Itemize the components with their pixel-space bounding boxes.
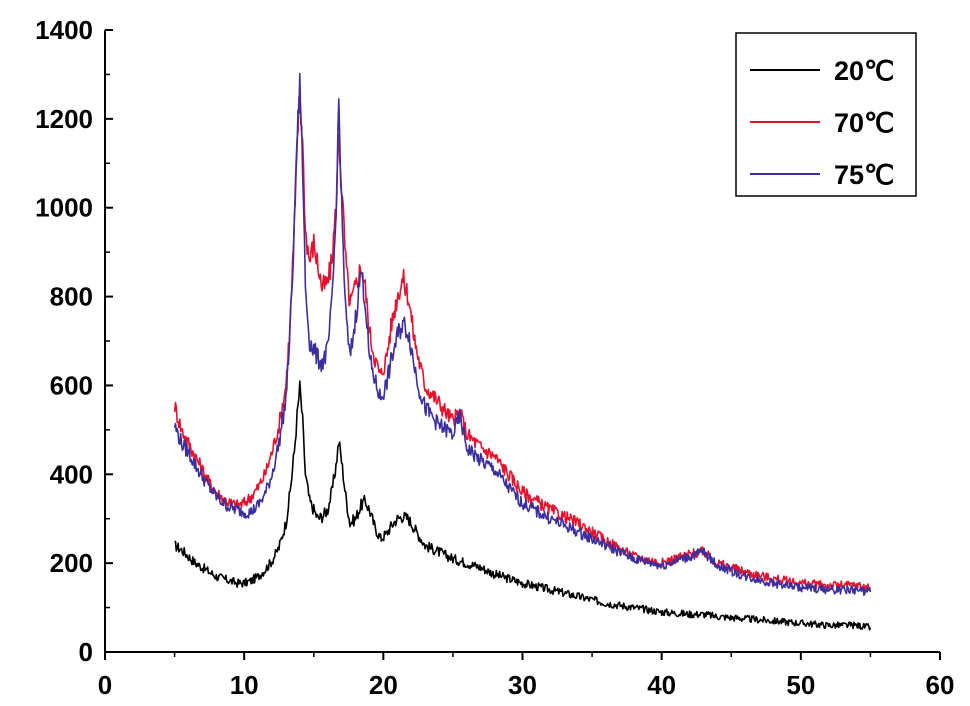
y-tick-label: 1400 <box>35 15 93 45</box>
y-tick-label: 0 <box>79 637 93 667</box>
x-tick-label: 30 <box>508 670 537 700</box>
x-tick-label: 50 <box>786 670 815 700</box>
y-tick-label: 1000 <box>35 193 93 223</box>
series-line-2 <box>173 72 872 597</box>
x-tick-label: 10 <box>230 670 259 700</box>
series-line-0 <box>174 380 872 631</box>
x-tick-label: 0 <box>98 670 112 700</box>
series-layer <box>173 72 872 631</box>
y-tick-label: 600 <box>50 370 93 400</box>
legend: 20℃ 70℃ 75℃ <box>735 32 917 197</box>
legend-box <box>735 32 917 197</box>
y-tick-label: 400 <box>50 459 93 489</box>
y-tick-label: 200 <box>50 548 93 578</box>
y-tick-label: 1200 <box>35 104 93 134</box>
y-tick-label: 800 <box>50 282 93 312</box>
legend-label-1: 70℃ <box>834 108 894 138</box>
x-tick-label: 40 <box>647 670 676 700</box>
legend-label-2: 75℃ <box>834 160 894 190</box>
legend-label-0: 20℃ <box>834 56 894 86</box>
x-tick-label: 20 <box>369 670 398 700</box>
x-tick-label: 60 <box>926 670 955 700</box>
axes: 0 200 400 600 800 1000 1200 1400 0 10 20 30 40 50 60 <box>35 15 954 700</box>
